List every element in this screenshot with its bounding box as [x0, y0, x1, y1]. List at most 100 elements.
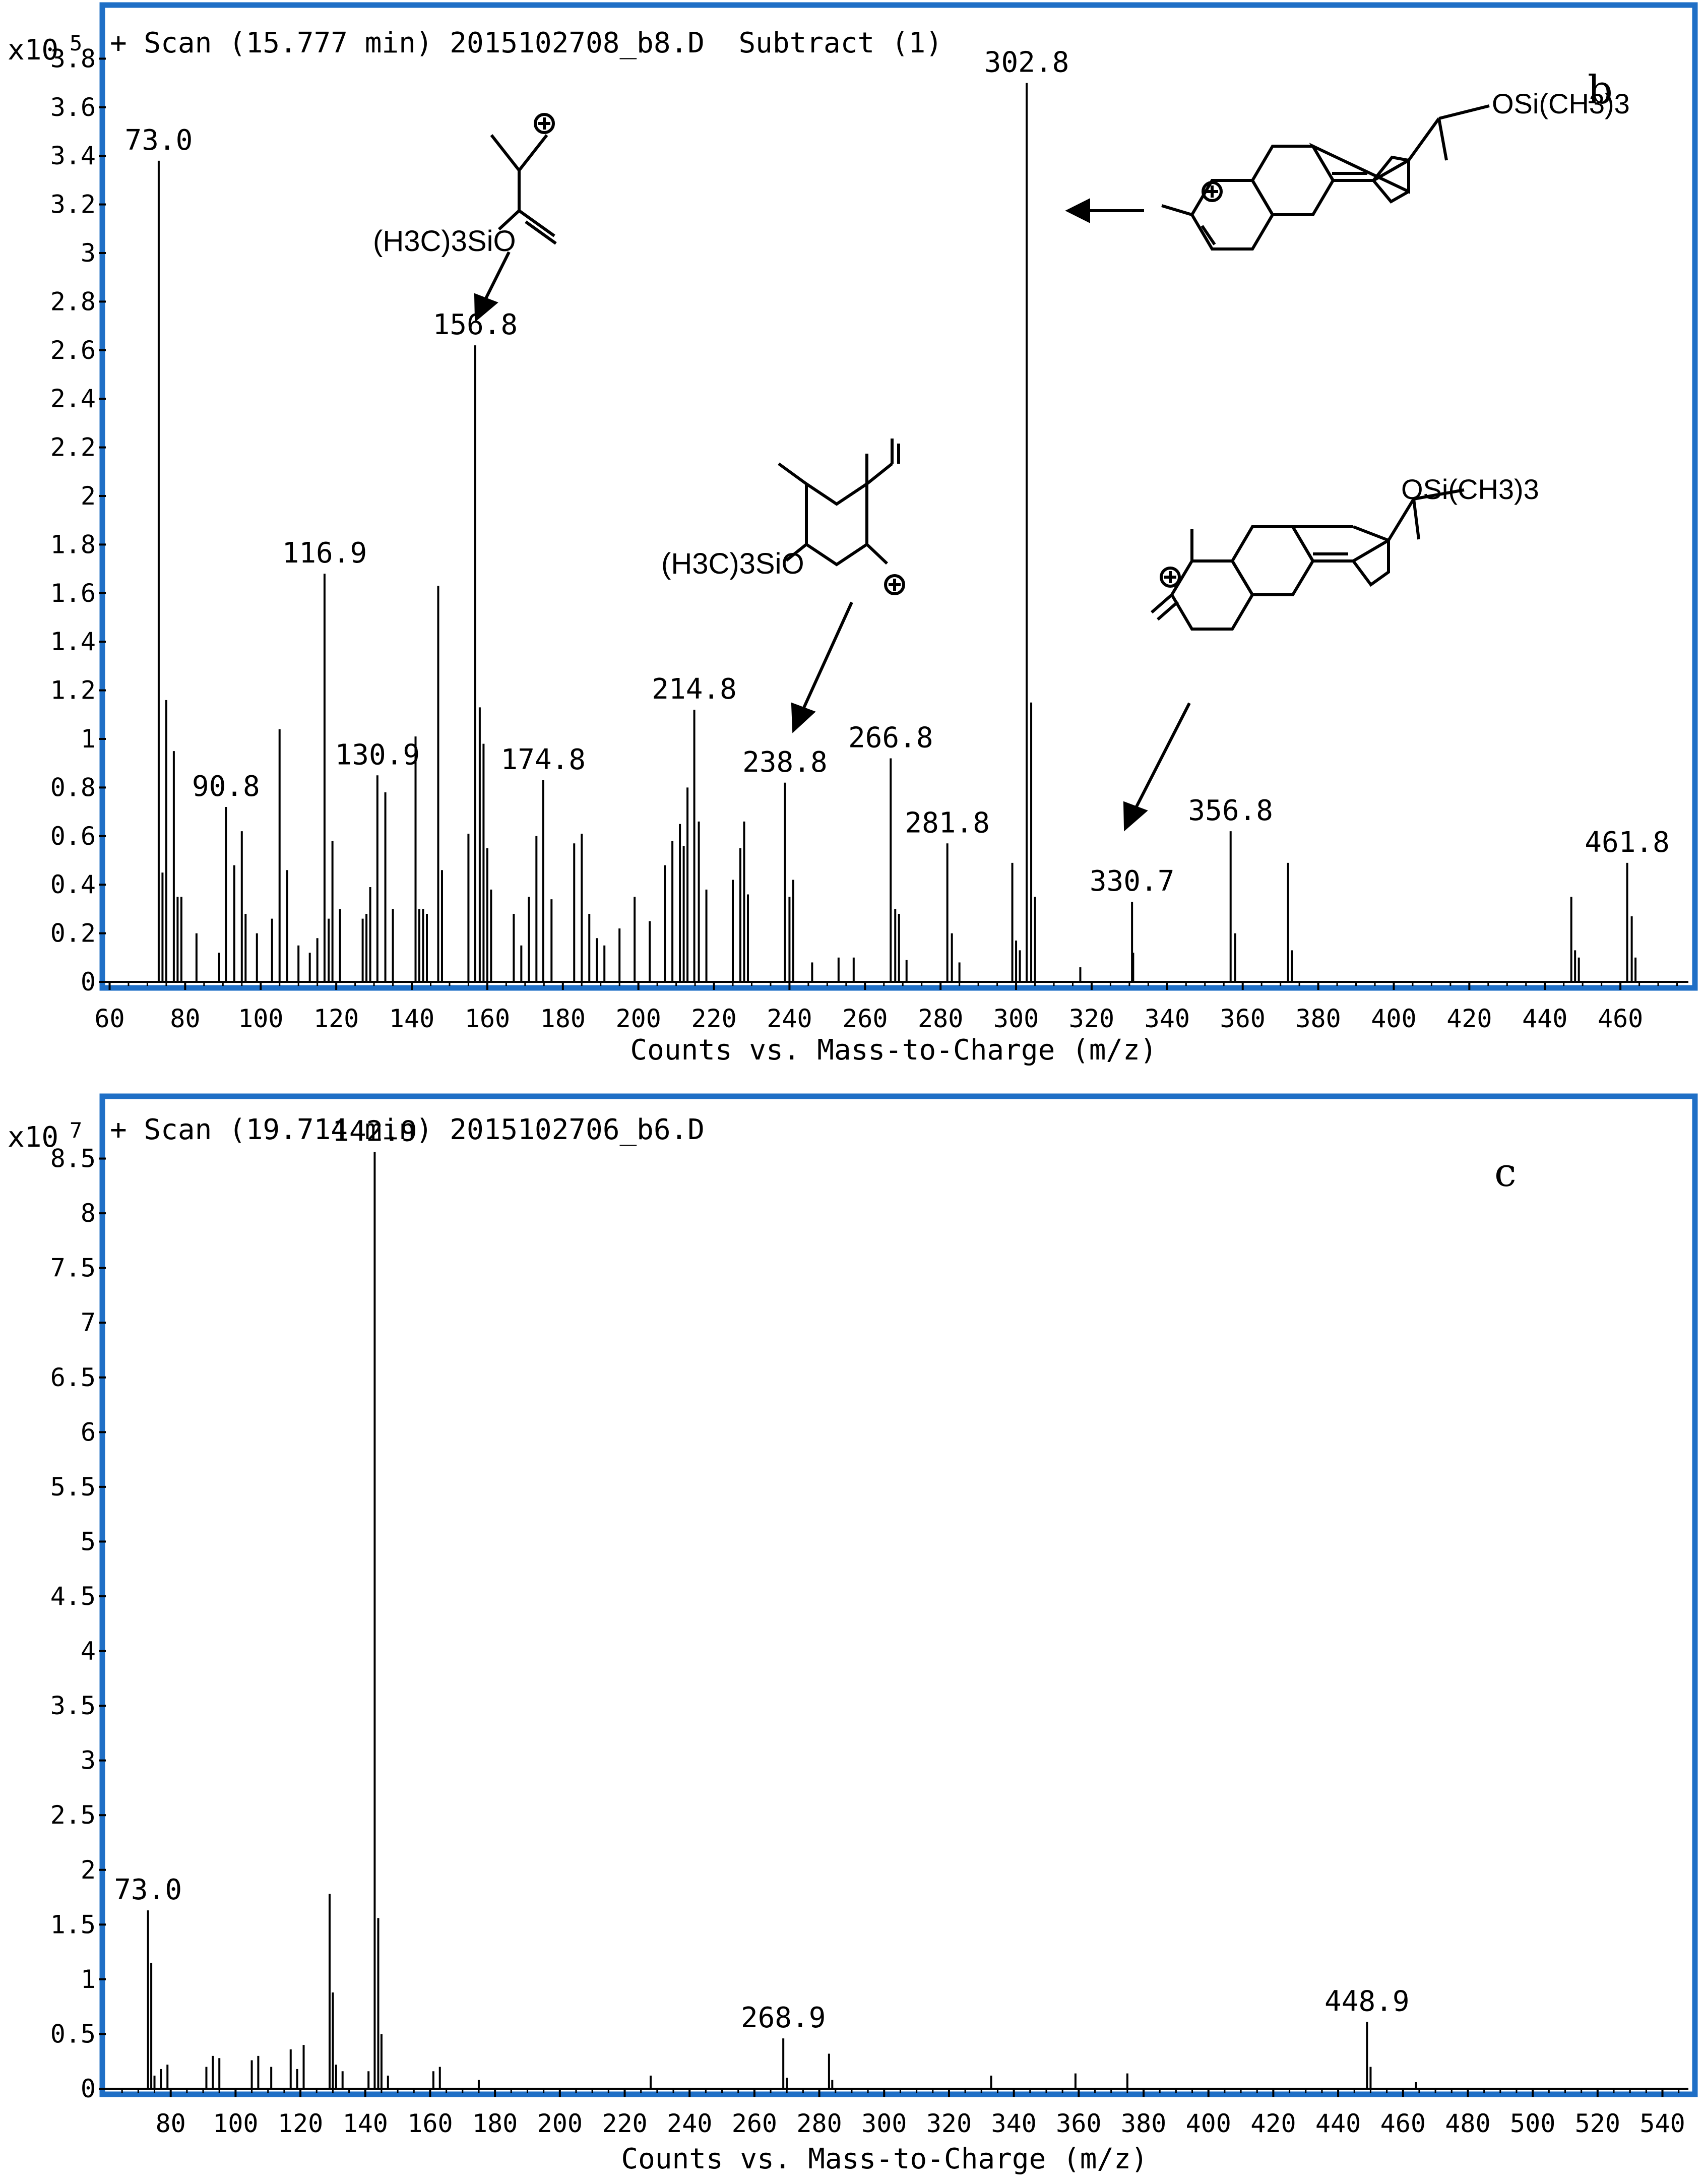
- y-tick-label: 0.8: [50, 773, 96, 802]
- peak-label: 238.8: [742, 746, 828, 779]
- peak-label: 174.8: [501, 743, 586, 776]
- x-tick-label: 440: [1522, 1004, 1567, 1033]
- x-tick-label: 460: [1598, 1004, 1643, 1033]
- panel-c-peaks: [147, 1152, 1417, 2089]
- x-tick-label: 260: [842, 1004, 888, 1033]
- y-tick-label: 2: [81, 481, 96, 511]
- y-tick-label: 5.5: [50, 1472, 96, 1502]
- y-tick-label: 7: [81, 1308, 96, 1337]
- y-tick-label: 1.8: [50, 530, 96, 559]
- y-tick-label: 2.2: [50, 433, 96, 462]
- panel-c-axes: 0 0.5 1 1.5 2 2.5 3 3.5 4 4.5 5 5.5 6 6.5 7 7.5 8 8.5 80 10…: [50, 1144, 1688, 2138]
- x-tick-label: 420: [1250, 2109, 1296, 2138]
- y-tick-label: 2.6: [50, 336, 96, 365]
- x-tick-label: 80: [156, 2109, 186, 2138]
- panel-b-axes: 0 0.2 0.4 0.6 0.8 1 1.2 1.4 1.6 1.8 2 2.2 2.4 2.6 2.8 3…: [50, 44, 1688, 1033]
- peak-label: 268.9: [741, 2002, 826, 2034]
- structure-fragment-156-group: (H3C)3SiO: [373, 225, 516, 258]
- x-tick-label: 360: [1220, 1004, 1266, 1033]
- spectrum-panel-c: x10 7 + Scan (19.714 min) 2015102706_b6.…: [8, 1093, 1698, 2175]
- panel-b-peak-labels: 73.090.8116.9130.9156.8174.8214.8238.826…: [124, 46, 1669, 898]
- panel-c-frame: [99, 1093, 1698, 2097]
- y-tick-label: 0.2: [50, 919, 96, 948]
- panel-b-peaks: [157, 83, 1637, 982]
- x-tick-label: 80: [170, 1004, 200, 1033]
- x-tick-label: 180: [540, 1004, 586, 1033]
- x-tick-label: 340: [1145, 1004, 1190, 1033]
- y-tick-label: 4: [81, 1637, 96, 1666]
- peak-label: 461.8: [1585, 826, 1670, 859]
- panel-b-scale-exponent: 5: [70, 31, 82, 55]
- charge-icon: [1160, 567, 1181, 588]
- y-tick-label: 3: [81, 1746, 96, 1775]
- panel-b-x-axis-title: Counts vs. Mass-to-Charge (m/z): [630, 1034, 1157, 1067]
- x-tick-label: 220: [602, 2109, 647, 2138]
- x-tick-label: 140: [343, 2109, 388, 2138]
- y-tick-label: 1.5: [50, 1910, 96, 1939]
- x-tick-label: 260: [732, 2109, 777, 2138]
- y-tick-label: 1: [81, 1965, 96, 1994]
- y-tick-label: 2.4: [50, 384, 96, 413]
- y-tick-label: 4.5: [50, 1582, 96, 1611]
- spectrum-panel-b: x10 5 + Scan (15.777 min) 2015102708_b8.…: [8, 2, 1698, 1067]
- x-tick-label: 380: [1121, 2109, 1166, 2138]
- panel-b-scale-prefix: x10: [8, 34, 58, 67]
- structure-fragment-302-group: OSi(CH3)3: [1492, 88, 1630, 119]
- peak-label: 73.0: [114, 1874, 182, 1906]
- arrow-icon: [474, 251, 511, 323]
- peak-label: 73.0: [124, 124, 193, 157]
- panel-c-scan-header: + Scan (19.714 min) 2015102706_b6.D: [110, 1113, 705, 1146]
- x-tick-label: 240: [767, 1004, 812, 1033]
- peak-label: 448.9: [1324, 1985, 1410, 2018]
- charge-icon: [884, 574, 905, 595]
- peak-label: 281.8: [905, 806, 990, 839]
- panel-c-scale-prefix: x10: [8, 1121, 58, 1154]
- y-tick-label: 1: [81, 724, 96, 754]
- peak-label: 330.7: [1090, 865, 1175, 898]
- panel-b-label: b: [1588, 68, 1613, 113]
- x-tick-label: 320: [926, 2109, 972, 2138]
- x-tick-label: 160: [465, 1004, 510, 1033]
- structure-fragment-238-group: (H3C)3SiO: [661, 547, 804, 580]
- y-tick-label: 3.4: [50, 141, 96, 170]
- y-tick-label: 1.6: [50, 579, 96, 608]
- x-tick-label: 300: [861, 2109, 907, 2138]
- peak-label: 266.8: [848, 722, 933, 755]
- x-tick-label: 500: [1510, 2109, 1555, 2138]
- x-tick-label: 300: [993, 1004, 1039, 1033]
- x-tick-label: 520: [1575, 2109, 1620, 2138]
- x-tick-label: 100: [238, 1004, 283, 1033]
- x-tick-label: 400: [1371, 1004, 1416, 1033]
- structure-fragment-302: [1065, 104, 1490, 251]
- y-tick-label: 8: [81, 1199, 96, 1228]
- x-tick-label: 100: [213, 2109, 258, 2138]
- structure-fragment-238: [778, 439, 905, 733]
- panel-c-x-axis-title: Counts vs. Mass-to-Charge (m/z): [621, 2143, 1148, 2175]
- y-tick-label: 5: [81, 1527, 96, 1556]
- y-tick-label: 1.2: [50, 676, 96, 705]
- panel-c-label: c: [1494, 1150, 1517, 1196]
- x-tick-label: 60: [94, 1004, 124, 1033]
- x-tick-label: 360: [1056, 2109, 1101, 2138]
- x-tick-label: 420: [1446, 1004, 1492, 1033]
- peak-label: 302.8: [984, 46, 1069, 79]
- y-tick-label: 7.5: [50, 1254, 96, 1283]
- y-tick-label: 0.5: [50, 2019, 96, 2048]
- x-tick-label: 380: [1295, 1004, 1341, 1033]
- y-tick-label: 0.6: [50, 822, 96, 851]
- peak-label: 356.8: [1188, 794, 1273, 827]
- x-tick-label: 400: [1186, 2109, 1231, 2138]
- y-tick-label: 2.5: [50, 1800, 96, 1830]
- peak-label: 142.9: [332, 1115, 417, 1148]
- x-tick-label: 200: [537, 2109, 583, 2138]
- y-tick-label: 3.8: [50, 44, 96, 73]
- x-tick-label: 280: [796, 2109, 842, 2138]
- structure-fragment-156: [490, 113, 557, 245]
- peak-label: 90.8: [192, 770, 260, 803]
- charge-icon: [534, 113, 555, 134]
- x-tick-label: 180: [472, 2109, 518, 2138]
- x-tick-label: 240: [667, 2109, 712, 2138]
- y-tick-label: 0: [81, 2074, 96, 2103]
- charge-icon: [1202, 181, 1223, 202]
- peak-label: 214.8: [652, 673, 737, 706]
